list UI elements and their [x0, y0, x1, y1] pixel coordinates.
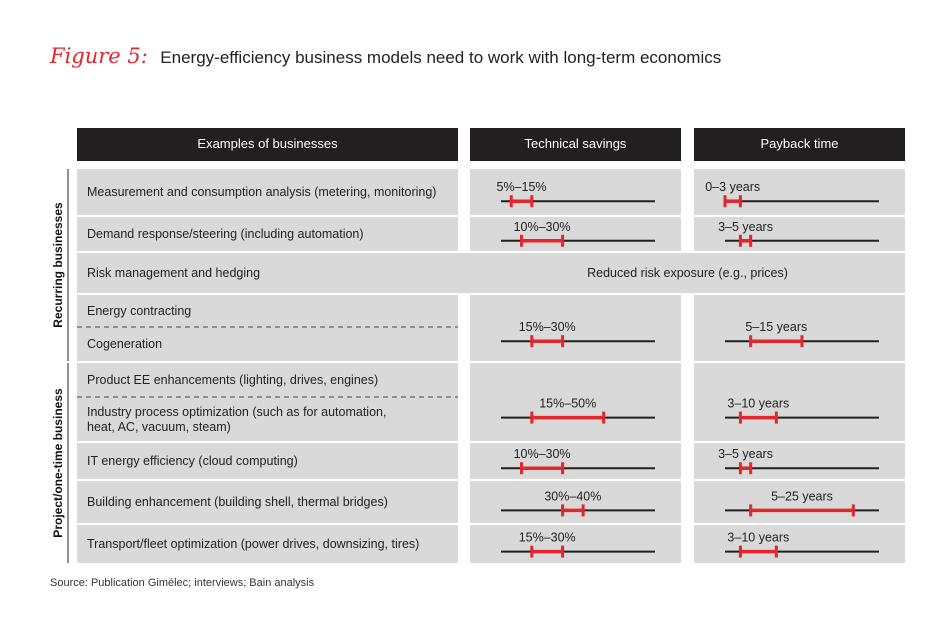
- row-bg: [694, 217, 905, 251]
- group-label: Recurring businesses: [51, 202, 65, 328]
- payback-range-label: 5–25 years: [771, 489, 833, 503]
- row-bg: [694, 169, 905, 215]
- row-bg: [77, 295, 458, 361]
- figure-title: Figure 5: Energy-efficiency business mod…: [50, 44, 721, 68]
- column-header-bg: [77, 128, 458, 161]
- row-bg: [77, 363, 458, 441]
- row-bg: [77, 481, 458, 523]
- row-bg: [694, 295, 905, 361]
- column-header-bg: [470, 128, 681, 161]
- row-label: Cogeneration: [87, 337, 162, 351]
- payback-range-label: 5–15 years: [745, 320, 807, 334]
- row-bg: [77, 217, 458, 251]
- column-header: Examples of businesses: [197, 136, 338, 151]
- row-label: Energy contracting: [87, 304, 191, 318]
- row-bg: [77, 525, 458, 563]
- savings-range-label: 15%–50%: [539, 397, 596, 411]
- row-bg: [470, 525, 681, 563]
- column-header: Technical savings: [525, 136, 627, 151]
- savings-range-label: 15%–30%: [519, 320, 576, 334]
- row-label: Measurement and consumption analysis (me…: [87, 185, 436, 199]
- group-label: Project/one-time business: [51, 388, 65, 538]
- row-bg: [470, 217, 681, 251]
- row-bg: [77, 169, 458, 215]
- savings-range-label: 10%–30%: [514, 447, 571, 461]
- row-bg: [694, 363, 905, 441]
- row-label: IT energy efficiency (cloud computing): [87, 454, 298, 468]
- row-bg: [470, 443, 681, 479]
- row-note: Reduced risk exposure (e.g., prices): [587, 266, 788, 280]
- row-label: Industry process optimization (such as f…: [87, 405, 386, 419]
- figure-title-text: Energy-efficiency business models need t…: [160, 48, 722, 67]
- row-bg: [470, 169, 681, 215]
- row-bg: [77, 253, 905, 293]
- row-label: Risk management and hedging: [87, 266, 260, 280]
- savings-range-label: 30%–40%: [544, 489, 601, 503]
- row-bg: [694, 525, 905, 563]
- row-bg: [694, 443, 905, 479]
- column-header: Payback time: [760, 136, 838, 151]
- row-bg: [470, 295, 681, 361]
- row-bg: [694, 481, 905, 523]
- payback-range-label: 3–10 years: [727, 531, 789, 545]
- payback-range-label: 0–3 years: [705, 180, 760, 194]
- row-label: Transport/fleet optimization (power driv…: [87, 537, 419, 551]
- savings-range-label: 5%–15%: [497, 180, 547, 194]
- row-bg: [470, 363, 681, 441]
- source-note: Source: Publication Gimélec; interviews;…: [50, 577, 315, 589]
- row-label: Building enhancement (building shell, th…: [87, 495, 388, 509]
- row-bg: [77, 443, 458, 479]
- payback-range-label: 3–5 years: [718, 220, 773, 234]
- figure-label: Figure 5:: [50, 44, 148, 68]
- row-label: heat, AC, vacuum, steam): [87, 420, 231, 434]
- savings-range-label: 10%–30%: [514, 220, 571, 234]
- savings-range-label: 15%–30%: [519, 531, 576, 545]
- row-label: Demand response/steering (including auto…: [87, 227, 364, 241]
- payback-range-label: 3–10 years: [727, 397, 789, 411]
- row-label: Product EE enhancements (lighting, drive…: [87, 373, 378, 387]
- payback-range-label: 3–5 years: [718, 447, 773, 461]
- row-bg: [470, 481, 681, 523]
- column-header-bg: [694, 128, 905, 161]
